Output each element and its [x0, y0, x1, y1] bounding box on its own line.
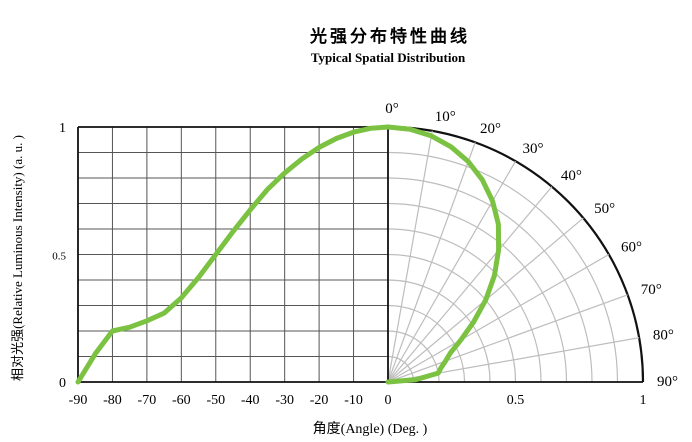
radius-tick-label: 1 [640, 393, 647, 408]
x-tick-label: -40 [241, 393, 260, 408]
polar-radial-line [387, 186, 553, 383]
angle-tick-label: 50° [594, 201, 615, 217]
series-line-polar [385, 124, 502, 385]
tick-labels: -90 -80 -70 -60 -50 -40 -30 -20 -10 000.510.5 10°1… [52, 101, 678, 408]
chart-subtitle: Typical Spatial Distribution [311, 50, 466, 65]
x-axis-label: 角度(Angle) (Deg. ) [313, 421, 428, 437]
polar-radial-line [387, 142, 476, 383]
x-tick-label: -60 [172, 393, 191, 408]
y-tick-label: 1 [59, 121, 66, 136]
series-line-cartesian [75, 124, 391, 385]
polar-radial-line [387, 130, 433, 383]
x-tick-label: -80 [103, 393, 122, 408]
angle-tick-label: 0° [385, 101, 399, 117]
y-tick-label: 0 [59, 376, 66, 391]
cartesian-grid [77, 126, 389, 383]
angle-tick-label: 10° [435, 109, 456, 125]
polar-grid [387, 125, 645, 383]
angle-tick-label: 60° [621, 240, 642, 256]
x-tick-label: -30 [275, 393, 294, 408]
polar-grid-arc [387, 202, 568, 383]
polar-radial-line [387, 253, 610, 383]
y-axis-label: 相对光强(Relative Luminous Intensity) (a. u.… [10, 135, 25, 381]
polar-grid-arc [387, 253, 517, 383]
angle-tick-label: 40° [561, 168, 582, 184]
polar-radial-line [387, 160, 517, 383]
x-tick-label: -70 [138, 393, 157, 408]
angle-tick-label: 30° [523, 141, 544, 157]
polar-grid-arc [387, 304, 466, 383]
angle-tick-label: 20° [480, 121, 501, 137]
radius-tick-label: 0.5 [507, 393, 525, 408]
y-tick-label: 0.5 [52, 251, 66, 263]
polar-radial-line [387, 294, 628, 383]
chart-title: 光强分布特性曲线 [309, 26, 470, 47]
x-tick-label: -20 [310, 393, 329, 408]
polar-outer-arc [387, 125, 645, 383]
polar-grid-arc [387, 279, 491, 383]
x-tick-label: -50 [206, 393, 225, 408]
series-curve [75, 124, 502, 385]
x-tick-label: 0 [385, 393, 392, 408]
polar-grid-arc [387, 177, 593, 383]
polar-grid-arc [387, 151, 619, 383]
angle-tick-label: 90° [657, 374, 678, 390]
x-tick-label: -10 [344, 393, 363, 408]
angle-tick-label: 80° [653, 327, 674, 343]
axes [77, 126, 643, 383]
x-tick-label: -90 [69, 393, 88, 408]
angle-tick-label: 70° [641, 282, 662, 298]
